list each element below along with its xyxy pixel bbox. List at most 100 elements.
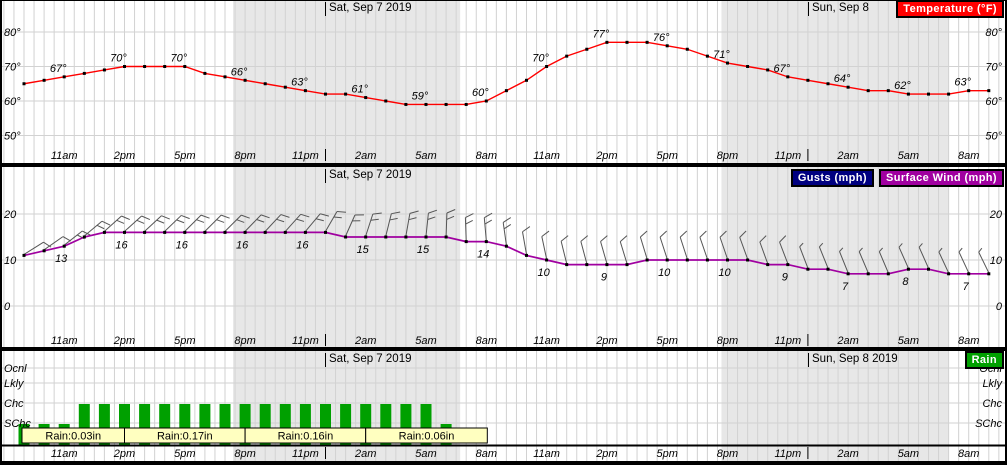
data-point [967, 272, 971, 276]
data-point [525, 253, 528, 257]
day-header-sat: Sat, Sep 7 2019 [325, 169, 411, 183]
wind-barb [659, 230, 668, 260]
data-point [424, 102, 428, 106]
data-point [786, 263, 790, 267]
y-tick-label: 50° [985, 131, 1002, 143]
data-point [766, 263, 770, 267]
data-point [183, 65, 187, 68]
svg-line [156, 219, 165, 224]
wind-barb [878, 247, 889, 273]
data-point [82, 235, 86, 239]
wind-chart: 13 16 16 16 16 15 15 14 10 9 10 10 9 7 8 7 0 0 10 10 20 20 11a… [2, 167, 1005, 347]
data-point [605, 263, 609, 267]
x-tick-label: 5pm [174, 150, 195, 162]
data-point [303, 89, 307, 93]
wind-barb [124, 215, 151, 232]
wind-barb [43, 236, 71, 251]
surface-wind-value-label: 16 [176, 239, 189, 251]
wind-barb [264, 214, 290, 232]
svg-line [679, 230, 688, 238]
x-tick-label: 2am [354, 448, 376, 460]
temperature-value-label: 61° [351, 84, 368, 96]
data-point [746, 258, 750, 262]
svg-line [264, 214, 282, 232]
rain-bar [380, 404, 392, 445]
x-tick-label: 11am [51, 448, 78, 460]
data-point [243, 230, 247, 234]
wind-barb [739, 230, 749, 260]
y-tick-label: 10 [4, 255, 17, 267]
surface-wind-value-label: 16 [236, 239, 249, 251]
temperature-value-label: 70° [170, 53, 187, 65]
rain-bar [400, 404, 412, 445]
data-point [685, 258, 689, 262]
data-point [947, 92, 951, 96]
svg-line [164, 215, 182, 232]
surface-wind-value-label: 10 [537, 267, 550, 279]
svg-line [176, 219, 185, 224]
svg-line [370, 218, 379, 221]
data-point [605, 40, 609, 44]
wind-barb [405, 210, 419, 237]
rain-bar [259, 404, 271, 445]
rain-bar [320, 404, 331, 445]
x-tick-label: 8am [476, 448, 497, 460]
bottom-border [0, 461, 1007, 465]
svg-line [739, 237, 749, 260]
rain-bar [239, 404, 251, 445]
rain-bar [340, 404, 352, 445]
data-point [585, 47, 589, 51]
data-point [62, 244, 66, 248]
rain-amount-box [365, 427, 488, 444]
svg-line [580, 235, 589, 242]
data-point [484, 99, 488, 103]
wind-panel: 13 16 16 16 16 15 15 14 10 9 10 10 9 7 8 7 0 0 10 10 20 20 11a… [0, 167, 1007, 347]
svg-line [104, 215, 122, 232]
data-point [906, 92, 910, 96]
svg-line [600, 235, 608, 242]
data-point [886, 272, 890, 276]
svg-line [779, 235, 787, 243]
x-tick-label: 2am [836, 150, 858, 162]
svg-line [427, 216, 436, 221]
svg-line [83, 220, 103, 237]
wind-barb [699, 230, 708, 260]
svg-line [659, 236, 668, 260]
svg-line [446, 215, 455, 220]
wind-barb [325, 210, 347, 232]
wind-barb [224, 214, 250, 232]
wind-barb [958, 247, 970, 274]
data-point [685, 47, 689, 51]
wind-barb [759, 235, 769, 264]
x-tick-label: 8pm [717, 335, 738, 347]
svg-line [136, 219, 145, 224]
temperature-value-label: 67° [50, 63, 67, 75]
data-point [565, 263, 569, 267]
svg-line [144, 215, 162, 232]
rain-legend-badge: Rain [964, 351, 1004, 369]
data-point [22, 253, 26, 257]
y-tick-label: 50° [4, 131, 21, 143]
svg-line [241, 214, 250, 219]
data-point [223, 75, 227, 79]
svg-line [600, 241, 608, 264]
y-tick-label: 0 [4, 301, 11, 313]
wind-barb [799, 242, 809, 269]
svg-line [522, 226, 531, 233]
rain-bar [199, 404, 211, 445]
data-point [384, 235, 388, 239]
data-point [625, 40, 629, 44]
rain-amount-label: Rain:0.17in [157, 431, 213, 443]
data-point [62, 75, 66, 79]
x-tick-label: 5pm [174, 335, 195, 347]
x-tick-label: 2pm [595, 335, 617, 347]
data-point [464, 240, 468, 244]
svg-line [141, 215, 151, 220]
data-point [705, 54, 709, 58]
data-point [263, 82, 267, 86]
wind-barb [560, 235, 569, 264]
data-point [102, 230, 106, 234]
svg-line [759, 241, 769, 264]
y-tick-label: 20 [3, 209, 17, 221]
data-point [927, 92, 930, 96]
